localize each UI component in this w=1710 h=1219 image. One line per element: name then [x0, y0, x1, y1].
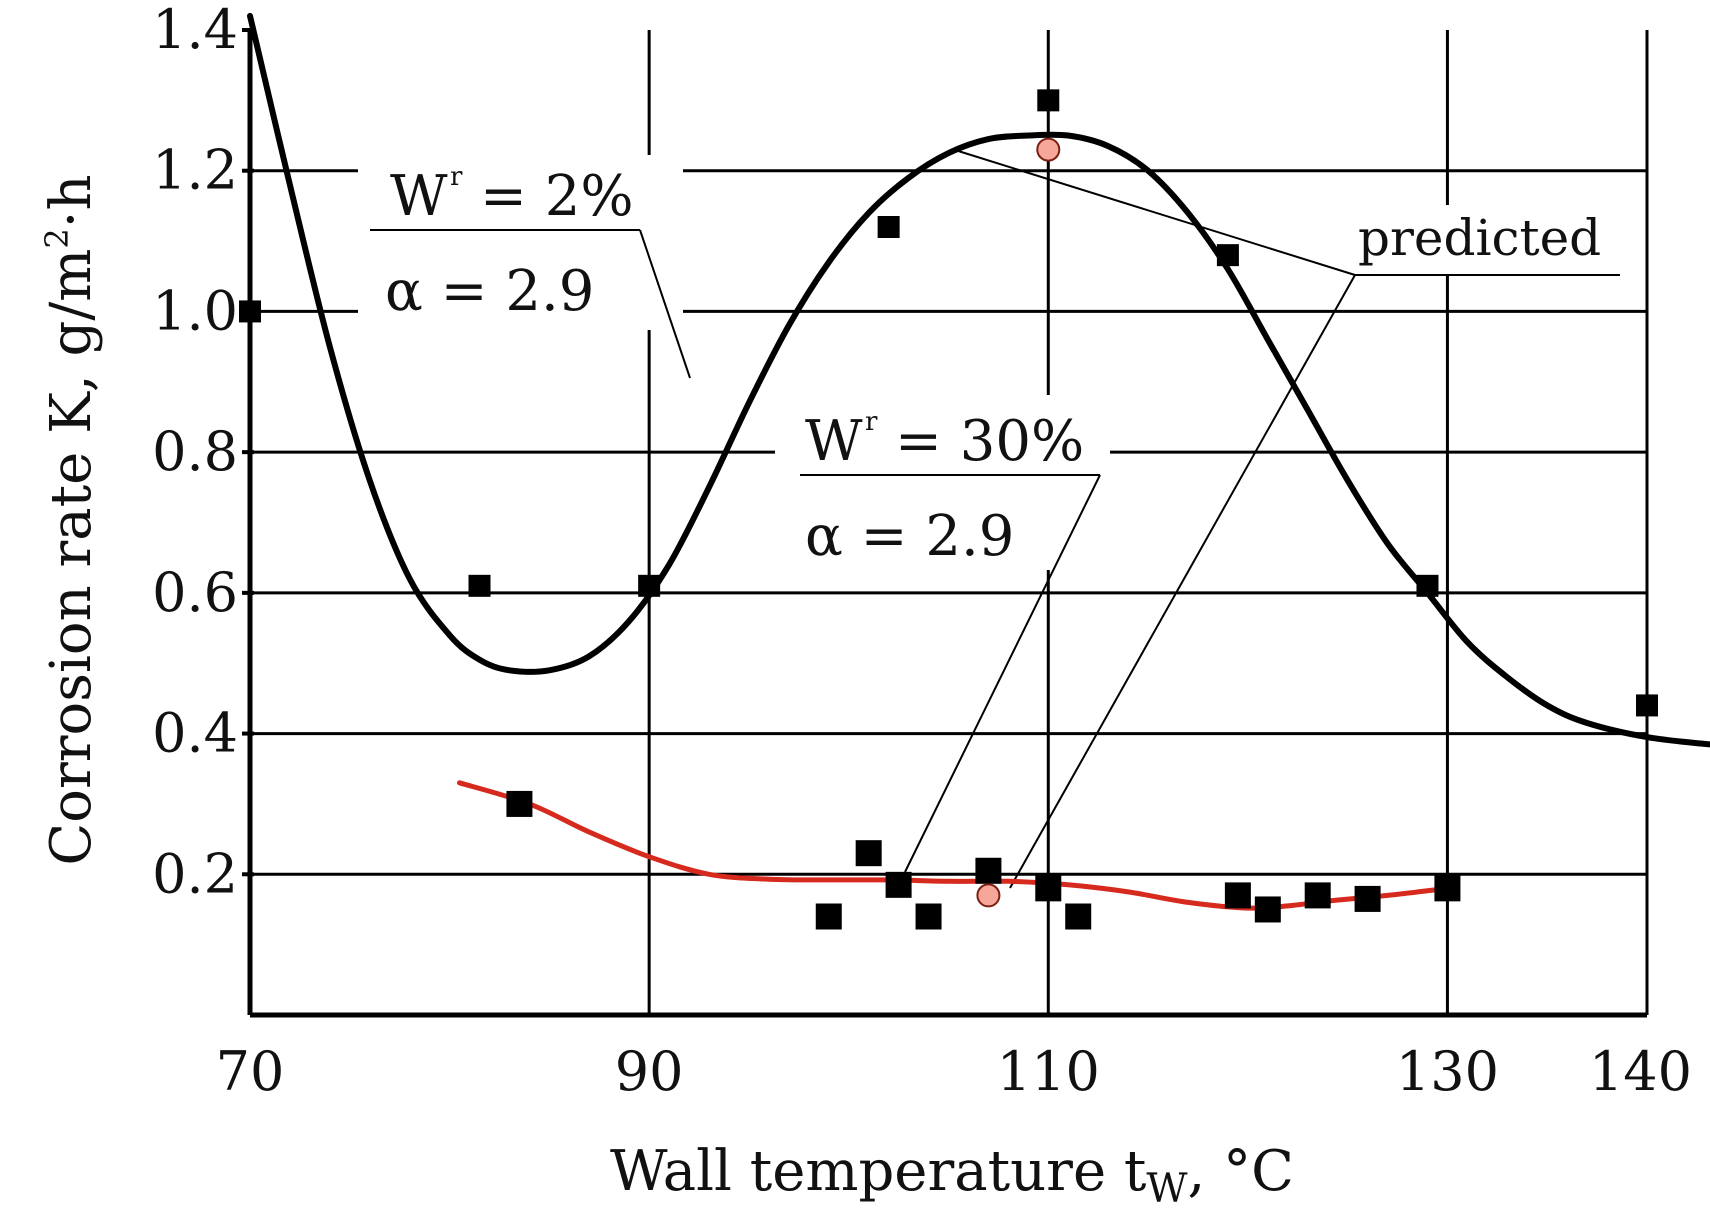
y-tick-label: 1.2 — [152, 139, 238, 202]
w30-superscript: r — [865, 407, 878, 437]
ticks: 0.2 0.4 0.6 0.8 1.0 1.2 1.4 70 90 110 130 140 — [152, 0, 1692, 1103]
series-2-point — [885, 871, 912, 898]
predicted-leader-lower — [1009, 274, 1356, 889]
y-tick-label: 0.6 — [152, 561, 238, 624]
x-tick-label: 70 — [216, 1040, 285, 1103]
series-1-point — [468, 574, 491, 597]
series-1-point — [1636, 694, 1658, 717]
annotation-w30: W r = 30% α = 2.9 — [775, 395, 1110, 873]
series-1-curve — [247, 12, 1710, 748]
w2-leader-line — [639, 229, 691, 379]
predicted-point — [976, 883, 1001, 908]
series-2-curve — [457, 780, 1450, 911]
x-tick-label: 140 — [1589, 1040, 1692, 1103]
predicted-leader-upper — [954, 149, 1356, 276]
annotation-w2: W r = 2% α = 2.9 — [358, 155, 691, 379]
w2-label: = 2% — [480, 164, 634, 229]
series-1-point — [1037, 89, 1060, 112]
series-1-point — [638, 574, 661, 597]
y-axis-title-unit: ·h — [39, 174, 104, 228]
series-1-point — [1216, 244, 1239, 267]
data-points — [239, 89, 1658, 930]
predicted-points — [976, 137, 1061, 908]
x-tick-label: 90 — [615, 1040, 684, 1103]
series-2-point — [1354, 885, 1381, 912]
alpha1-label: α = 2.9 — [385, 259, 594, 324]
predicted-point — [1036, 137, 1061, 162]
y-axis-title: Corrosion rate K, g/m2·h — [38, 174, 104, 865]
y-tick-label: 1.0 — [152, 279, 238, 342]
w2-letter: W — [390, 164, 448, 229]
y-axis-title-superscript: 2 — [38, 228, 76, 248]
x-axis-title-main: Wall temperature t — [610, 1139, 1147, 1204]
x-axis-title-unit: , °C — [1188, 1139, 1294, 1204]
w2-superscript: r — [450, 162, 463, 192]
series-2-point — [1254, 896, 1281, 923]
w30-leader-line — [904, 474, 1101, 873]
series-2-point — [506, 790, 533, 817]
predicted-label: predicted — [1358, 209, 1601, 267]
y-tick-label: 0.4 — [152, 702, 238, 765]
series-2-point — [915, 903, 942, 930]
annotation-predicted: predicted — [954, 149, 1635, 889]
y-tick-label: 0.2 — [152, 842, 238, 905]
series-2-point — [975, 857, 1002, 884]
series-2-point — [1224, 882, 1251, 909]
series-1-point — [239, 300, 261, 323]
w30-label: = 30% — [895, 409, 1084, 474]
series-2-point — [1434, 875, 1461, 902]
w30-letter: W — [805, 409, 863, 474]
y-tick-label: 0.8 — [152, 420, 238, 483]
fitted-curves — [247, 12, 1710, 911]
series-2-point — [1065, 903, 1092, 930]
series-2-point — [815, 903, 842, 930]
y-tick-label: 1.4 — [152, 0, 238, 61]
series-2-point — [1304, 882, 1331, 909]
y-axis-title-main: Corrosion rate K, g/m — [39, 249, 104, 866]
series-2-point — [1035, 875, 1062, 902]
x-tick-label: 130 — [1396, 1040, 1499, 1103]
x-axis-title-subscript: W — [1146, 1166, 1187, 1212]
x-tick-label: 110 — [997, 1040, 1100, 1103]
x-axis-title: Wall temperature tW, °C — [610, 1139, 1294, 1212]
alpha2-label: α = 2.9 — [805, 504, 1014, 569]
series-1-point — [877, 216, 900, 238]
series-2-point — [855, 840, 882, 867]
series-1-point — [1416, 574, 1439, 597]
